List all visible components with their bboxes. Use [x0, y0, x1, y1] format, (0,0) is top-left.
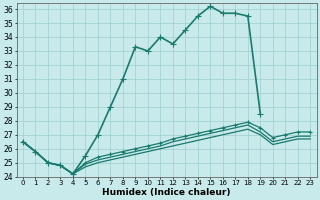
X-axis label: Humidex (Indice chaleur): Humidex (Indice chaleur) [102, 188, 231, 197]
